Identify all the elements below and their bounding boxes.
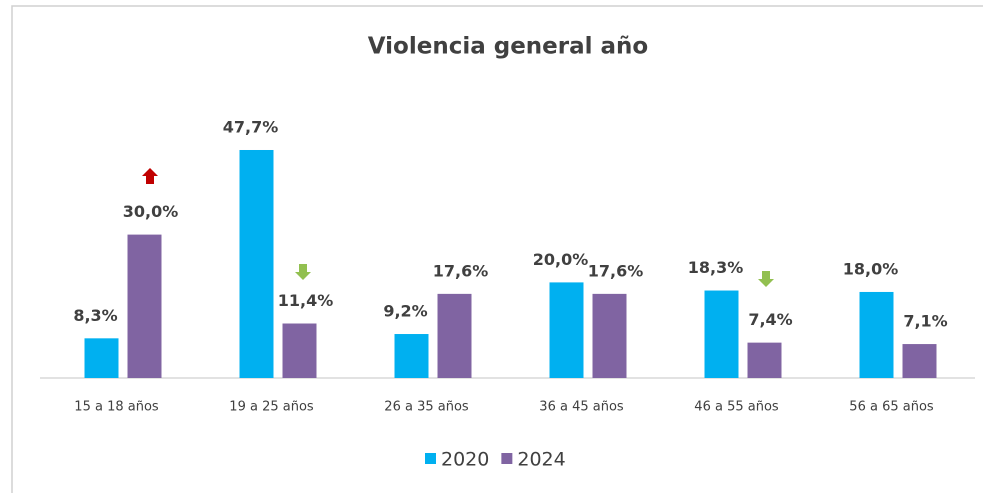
data-label: 11,4% xyxy=(278,291,334,310)
chart-title: Violencia general año xyxy=(368,34,648,60)
bar xyxy=(437,293,472,378)
x-tick-label: 19 a 25 años xyxy=(229,400,314,415)
frame xyxy=(11,5,983,493)
bar xyxy=(394,334,429,378)
bar xyxy=(239,149,274,378)
data-label: 9,2% xyxy=(383,302,427,321)
bar xyxy=(84,338,119,378)
x-tick-label: 15 a 18 años xyxy=(74,400,159,415)
bar xyxy=(704,290,739,378)
x-tick-label: 26 a 35 años xyxy=(384,400,469,415)
legend-label: 2024 xyxy=(517,449,565,471)
data-label: 18,3% xyxy=(688,258,744,277)
data-label: 30,0% xyxy=(123,202,179,221)
down-arrow xyxy=(758,271,774,287)
data-label: 17,6% xyxy=(433,261,489,280)
legend-swatch xyxy=(501,453,513,464)
legend-swatch xyxy=(425,453,436,464)
bar xyxy=(592,293,627,378)
bar xyxy=(747,342,782,378)
up-arrow xyxy=(142,168,158,184)
x-tick-label: 36 a 45 años xyxy=(539,400,624,415)
data-label: 17,6% xyxy=(588,261,644,280)
data-label: 7,4% xyxy=(748,310,792,329)
down-arrow xyxy=(295,264,311,280)
data-label: 8,3% xyxy=(73,306,117,325)
data-label: 47,7% xyxy=(223,117,279,136)
bar xyxy=(902,344,937,378)
data-label: 20,0% xyxy=(533,250,589,269)
legend-label: 2020 xyxy=(441,449,489,471)
data-label: 18,0% xyxy=(843,259,899,278)
bar xyxy=(549,282,584,378)
bar xyxy=(127,234,162,378)
bar xyxy=(282,323,317,378)
x-tick-label: 46 a 55 años xyxy=(694,400,779,415)
bar xyxy=(859,291,894,378)
x-tick-label: 56 a 65 años xyxy=(849,400,934,415)
data-label: 7,1% xyxy=(903,312,947,331)
